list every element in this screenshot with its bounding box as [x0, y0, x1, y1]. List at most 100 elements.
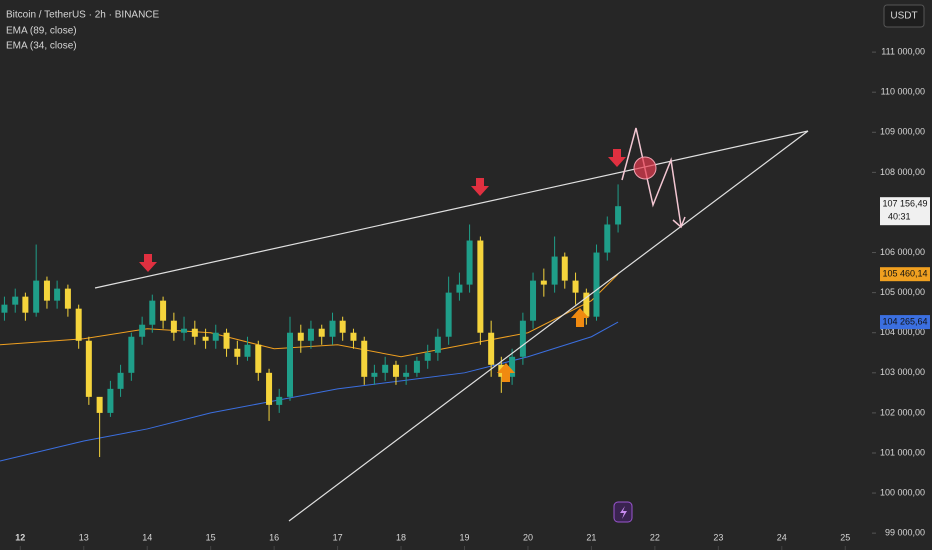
- x-tick-label: 18: [396, 532, 406, 542]
- candle-body: [350, 332, 357, 341]
- candle-body: [64, 288, 71, 309]
- x-tick-label: 15: [206, 532, 216, 542]
- y-tick-label: 102 000,00: [880, 407, 925, 417]
- x-tick-label: 16: [269, 532, 279, 542]
- x-tick-label: 24: [777, 532, 787, 542]
- up-arrows: [497, 308, 589, 382]
- chart-title: Bitcoin / TetherUS · 2h · BINANCE: [6, 10, 160, 21]
- candle-body: [128, 336, 135, 373]
- rejection-marker: [633, 156, 657, 180]
- y-tick-label: 100 000,00: [880, 487, 925, 497]
- currency-button[interactable]: [883, 4, 925, 28]
- candle-body: [212, 332, 219, 341]
- zigzag-projection: [621, 127, 682, 227]
- candle-body: [593, 252, 600, 317]
- y-tick-label: 105 000,00: [880, 287, 925, 297]
- y-tick-label: 109 000,00: [880, 127, 925, 137]
- candle-body: [561, 256, 568, 281]
- candle-body: [519, 320, 526, 357]
- legend-entry: EMA (34, close): [6, 41, 77, 52]
- candle-body: [234, 348, 241, 357]
- candle-body: [75, 308, 82, 341]
- candle-body: [22, 296, 29, 313]
- candle-body: [107, 388, 114, 413]
- candle-body: [191, 328, 198, 337]
- candle-body: [244, 344, 251, 357]
- candle-body: [445, 292, 452, 337]
- y-tick-label: 108 000,00: [880, 167, 925, 177]
- down-arrow: [139, 254, 157, 272]
- candle-body: [276, 396, 283, 405]
- candle-body: [424, 352, 431, 361]
- ema-line: [0, 321, 619, 462]
- candle-body: [266, 372, 273, 405]
- candle-body: [117, 372, 124, 389]
- currency-label[interactable]: USDT: [890, 11, 917, 22]
- x-tick-label: 14: [142, 532, 152, 542]
- up-arrow: [571, 308, 589, 327]
- legend-entry: EMA (89, close): [6, 26, 77, 37]
- x-tick-label: 23: [713, 532, 723, 542]
- candle-body: [297, 332, 304, 341]
- down-arrow: [471, 178, 489, 196]
- candle-body: [361, 340, 368, 377]
- x-tick-label: 12: [15, 532, 25, 542]
- projection-arrowhead: [672, 216, 686, 229]
- candle-body: [255, 344, 262, 373]
- y-tick-label: 106 000,00: [880, 247, 925, 257]
- candle-body: [329, 320, 336, 337]
- candle-body: [85, 340, 92, 397]
- candle-body: [604, 224, 611, 253]
- ema-line: [0, 273, 619, 358]
- last-price-label: 107 156,49: [882, 199, 927, 209]
- resistance-line: [94, 130, 809, 289]
- price-tag-label: 104 265,64: [882, 316, 927, 326]
- candle-body: [509, 356, 516, 377]
- x-tick-label: 21: [586, 532, 596, 542]
- x-tick-label: 22: [650, 532, 660, 542]
- price-tag: [880, 267, 930, 282]
- candle-body: [1, 304, 8, 313]
- event-icon-bolt: [620, 506, 627, 519]
- candle-body: [223, 332, 230, 349]
- x-tick-label: 25: [840, 532, 850, 542]
- candle-body: [403, 372, 410, 377]
- down-arrows: [139, 149, 626, 272]
- candle-body: [307, 328, 314, 341]
- x-tick-label: 13: [79, 532, 89, 542]
- x-tick-label: 20: [523, 532, 533, 542]
- candle-body: [12, 296, 19, 305]
- candle-body: [160, 300, 167, 321]
- candle-body: [170, 320, 177, 333]
- candle-body: [96, 396, 103, 413]
- last-price-tag: [880, 197, 930, 226]
- annotations: [94, 127, 809, 523]
- candle-body: [488, 332, 495, 365]
- candle-body: [371, 372, 378, 377]
- y-tick-label: 104 000,00: [880, 327, 925, 337]
- candle-body: [139, 324, 146, 337]
- y-tick-label: 111 000,00: [881, 46, 925, 56]
- candle-body: [149, 300, 156, 325]
- candle-body: [456, 284, 463, 293]
- y-tick-label: 99 000,00: [885, 528, 925, 538]
- up-arrow: [497, 363, 515, 382]
- y-tick-label: 101 000,00: [880, 447, 925, 457]
- candle-body: [466, 240, 473, 285]
- candle-body: [583, 292, 590, 317]
- candle-body: [181, 328, 188, 333]
- y-tick-label: 110 000,00: [881, 87, 925, 97]
- price-tag: [880, 315, 930, 330]
- candle-body: [530, 280, 537, 321]
- y-tick-label: 103 000,00: [880, 367, 925, 377]
- candle-body: [318, 328, 325, 337]
- price-tag-label: 105 460,14: [882, 269, 927, 279]
- candle-body: [202, 336, 209, 341]
- countdown-label: 40:31: [888, 212, 911, 222]
- candle-body: [287, 332, 293, 397]
- candle-body: [540, 280, 547, 285]
- candle-body: [43, 280, 50, 301]
- candle-body: [434, 336, 441, 353]
